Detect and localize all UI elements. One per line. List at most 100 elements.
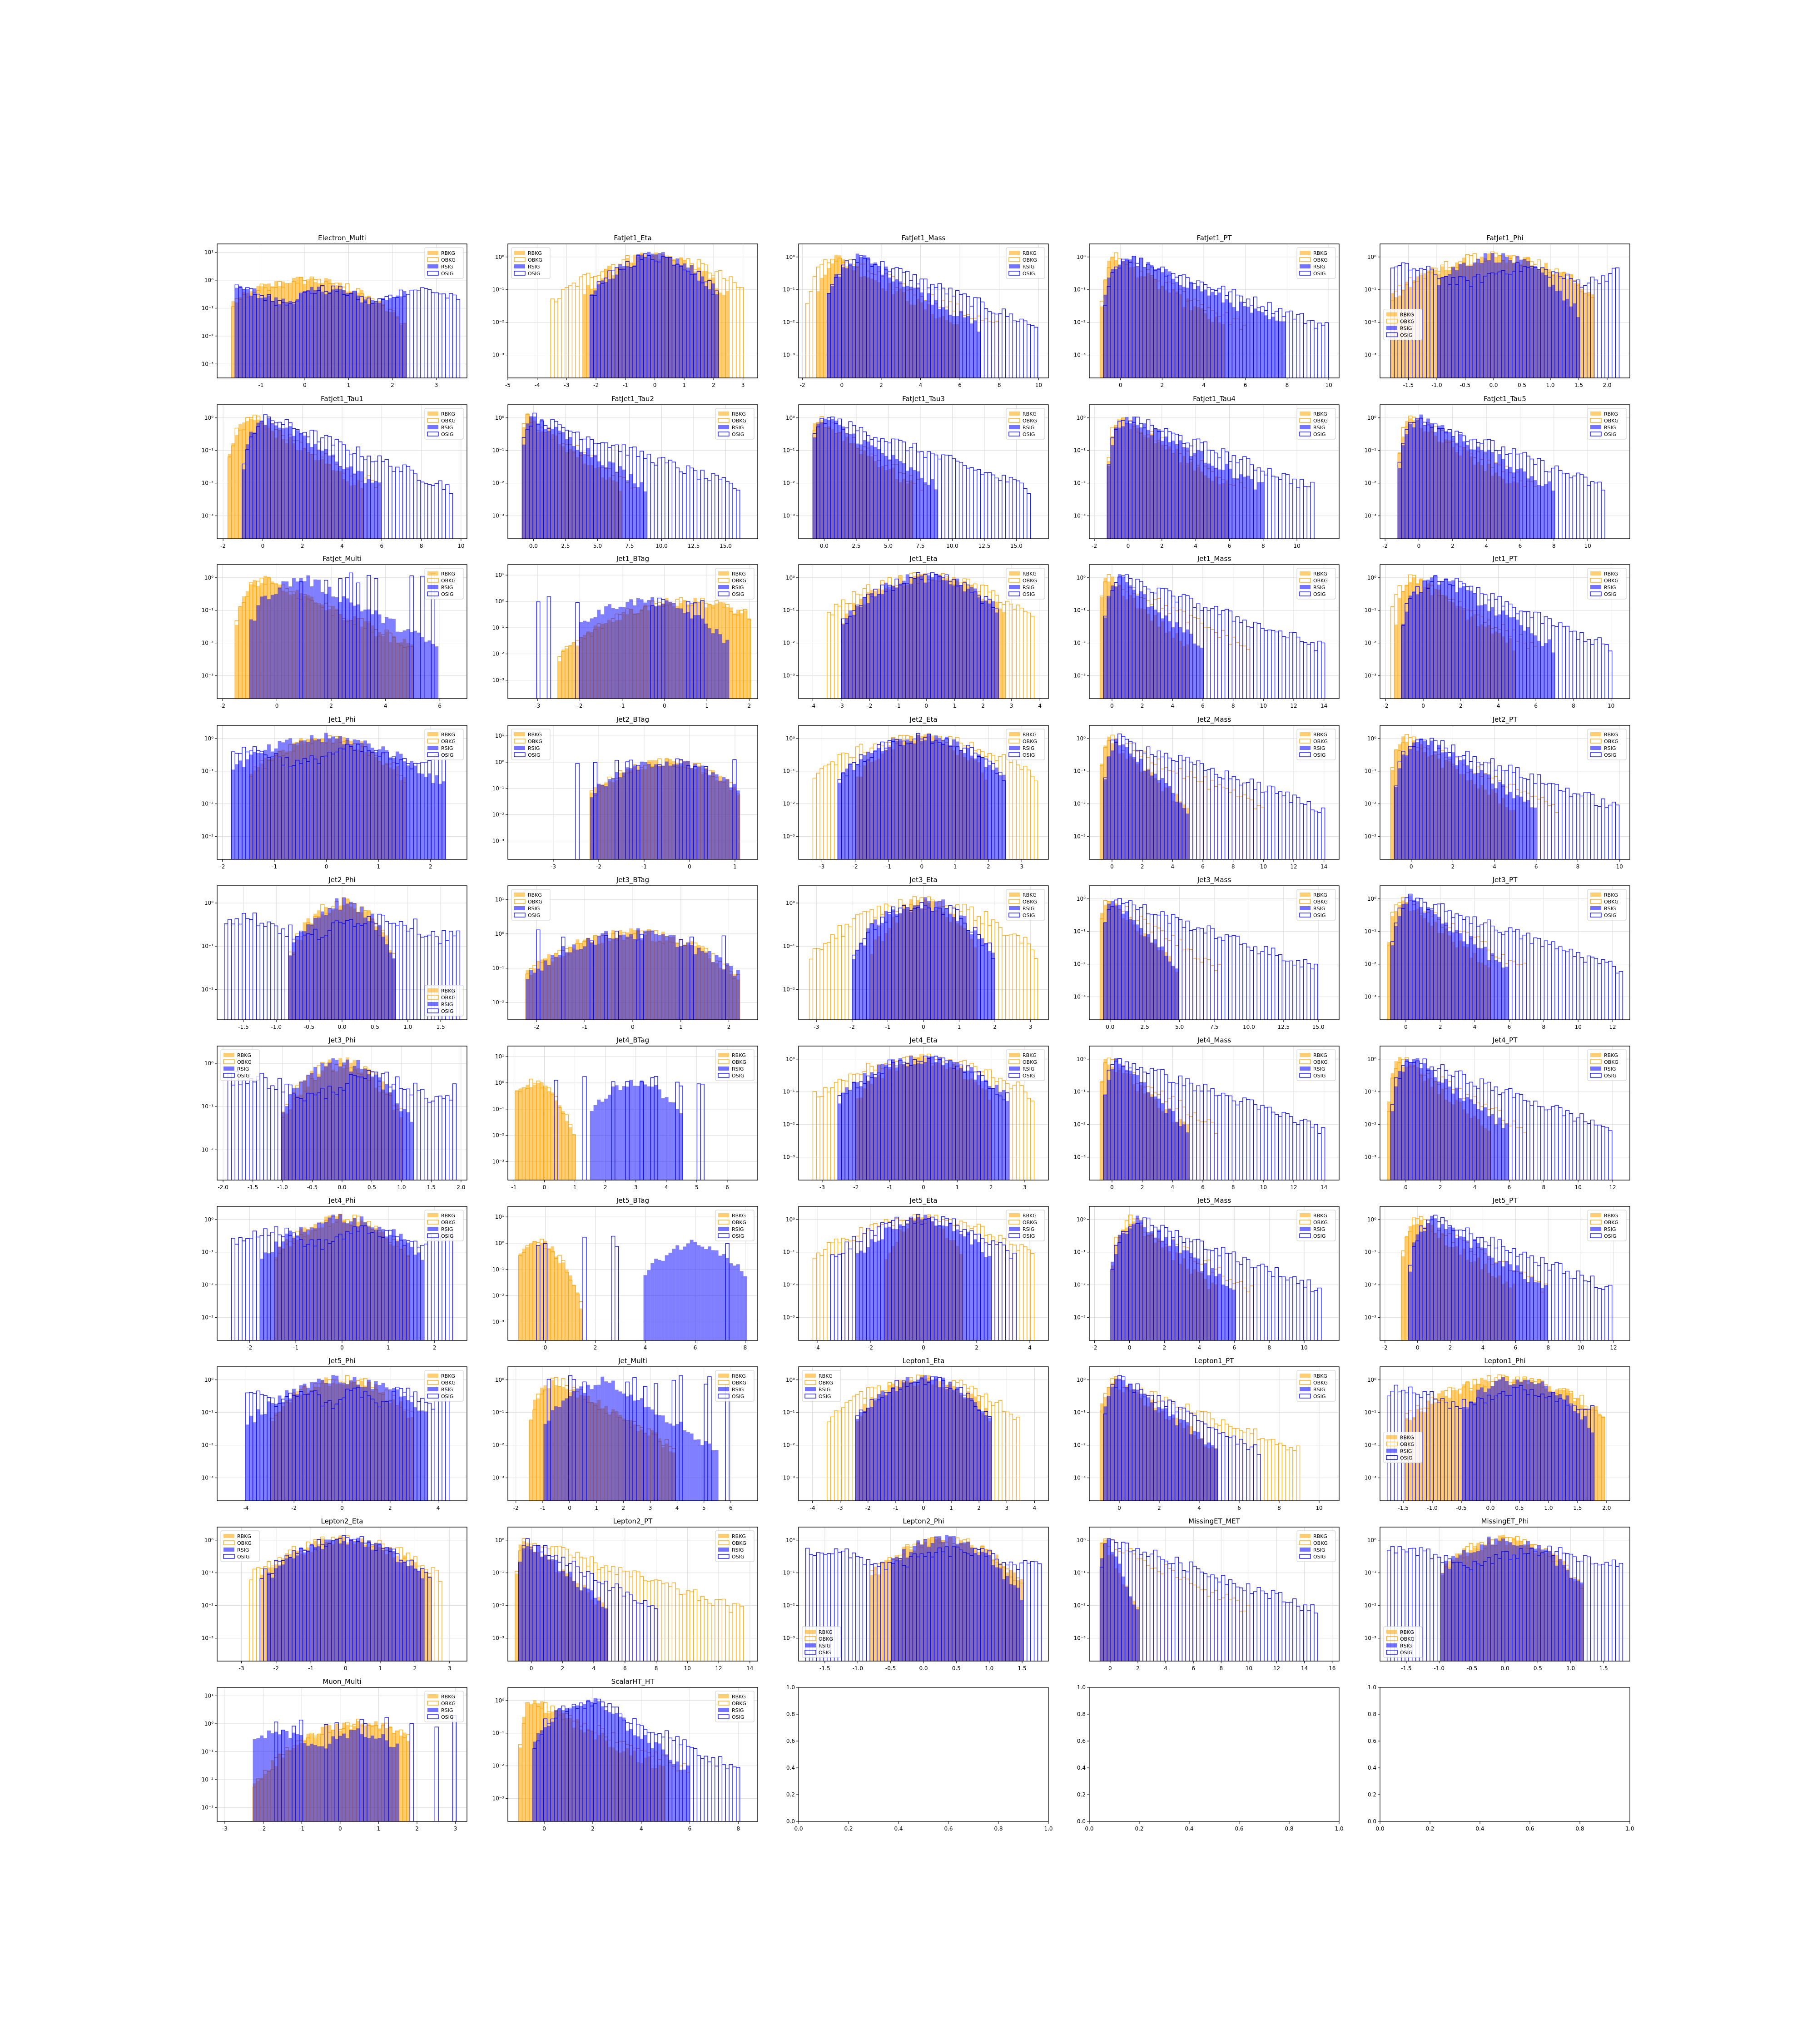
- hist-bar-rbkg: [998, 608, 1002, 699]
- hist-bar-rsig: [1253, 489, 1257, 539]
- hist-bar-rsig: [640, 1080, 644, 1180]
- hist-bar-rsig: [722, 1254, 726, 1340]
- x-tick-label: -2: [219, 863, 225, 870]
- hist-bar-rsig: [395, 1389, 399, 1501]
- hist-bar-rbkg: [540, 1082, 544, 1180]
- x-tick-label: 1.5: [427, 1184, 436, 1191]
- hist-bar-rsig: [693, 1242, 697, 1340]
- hist-bar-rsig: [661, 1415, 665, 1501]
- x-tick-label: -3: [819, 1184, 825, 1191]
- hist-bar-rsig: [1426, 745, 1430, 859]
- legend-swatch-rsig: [1590, 585, 1601, 589]
- subplot-31: 0 2 4 6 810⁻³10⁻²10⁻¹10⁰10¹Jet5_BTagRBKGOBKG…: [492, 1196, 758, 1351]
- y-tick-label: 10⁰: [495, 759, 504, 765]
- subplot-14: -2 0 2 4 6 8 1010⁻³10⁻²10⁻¹10⁰Jet1_PTRBKGOBKGR…: [1365, 555, 1630, 709]
- hist-bar-rsig: [672, 1425, 676, 1501]
- hist-bar-rsig: [1551, 491, 1555, 539]
- x-tick-label: 0: [920, 863, 924, 870]
- legend-swatch-rbkg: [1009, 1053, 1020, 1057]
- x-tick-label: 0: [340, 1505, 344, 1511]
- hist-bar-rsig: [899, 1224, 902, 1340]
- hist-bar-rsig: [1501, 459, 1505, 539]
- hist-bar-rsig: [963, 916, 967, 1020]
- hist-bar-rsig: [977, 754, 981, 859]
- x-tick-label: 1.5: [1574, 382, 1583, 388]
- hist-bar-rsig: [1139, 427, 1143, 539]
- hist-bar-rsig: [1465, 765, 1469, 859]
- x-tick-label: 1.5: [437, 1024, 445, 1030]
- hist-bar-rsig: [349, 902, 353, 1020]
- hist-bar-rsig: [1114, 739, 1118, 859]
- legend-box: [424, 1210, 464, 1241]
- hist-bar-rsig: [1430, 423, 1434, 539]
- hist-bar-rbkg: [561, 1262, 565, 1340]
- y-tick-label: 10⁻²: [492, 1442, 505, 1449]
- x-tick-label: 8: [744, 1344, 747, 1351]
- hist-bar-rsig: [1153, 610, 1157, 699]
- legend-label: RSIG: [1604, 425, 1616, 431]
- hist-bar-rsig: [838, 1103, 842, 1180]
- hist-bar-rsig: [1275, 320, 1279, 378]
- hist-bar-rsig: [930, 741, 934, 859]
- legend-box: [1296, 1049, 1336, 1081]
- legend-label: RSIG: [441, 1002, 453, 1007]
- hist-bar-rsig: [1462, 441, 1466, 539]
- hist-bar-rsig: [715, 774, 719, 859]
- legend-label: OBKG: [1023, 418, 1037, 424]
- x-tick-label: 6: [1244, 382, 1247, 388]
- hist-bar-rsig: [1426, 580, 1430, 699]
- hist-bar-rsig: [984, 767, 988, 859]
- hist-bar-rsig: [916, 576, 920, 699]
- hist-bar-rsig: [1394, 1086, 1398, 1180]
- legend-label: RSIG: [1604, 585, 1616, 590]
- legend-swatch-rsig: [223, 1067, 234, 1071]
- subplot-12: -4 -3 -2 -1 0 1 2 3 410⁻³10⁻²10⁻¹10⁰Jet1_EtaRBKG…: [783, 555, 1049, 709]
- legend-label: RBKG: [1400, 1435, 1414, 1441]
- hist-bar-rsig: [1186, 629, 1189, 699]
- hist-bar-rsig: [725, 1258, 730, 1340]
- hist-bar-rsig: [1415, 1058, 1420, 1180]
- hist-bar-rbkg: [1458, 1394, 1462, 1501]
- hist-bar-rsig: [306, 290, 310, 378]
- hist-bar-rbkg: [572, 1285, 576, 1340]
- hist-bar-rsig: [1533, 1384, 1537, 1501]
- hist-bar-rsig: [313, 444, 317, 539]
- hist-bar-rsig: [959, 1068, 963, 1180]
- hist-bar-rsig: [385, 1387, 389, 1501]
- legend-box: [1587, 408, 1627, 440]
- hist-bar-rsig: [920, 292, 923, 378]
- hist-bar-rsig: [413, 630, 417, 699]
- hist-bar-rsig: [356, 1384, 360, 1501]
- hist-bar-rsig: [1167, 1416, 1172, 1501]
- hist-bar-rsig: [977, 332, 981, 378]
- hist-bar-rsig: [601, 1376, 605, 1501]
- hist-bar-rbkg: [543, 1240, 547, 1340]
- legend-label: OSIG: [732, 1073, 744, 1079]
- y-tick-label: 10⁰: [204, 1060, 213, 1067]
- legend-label: RSIG: [732, 1226, 744, 1232]
- hist-step-osig: [1390, 893, 1623, 1020]
- hist-bar-rsig: [1419, 907, 1423, 1020]
- legend-swatch-rbkg: [1300, 1053, 1311, 1057]
- hist-bar-rsig: [1236, 478, 1239, 539]
- hist-bar-rsig: [1186, 814, 1189, 859]
- hist-bar-rsig: [385, 750, 389, 859]
- legend-label: RSIG: [528, 906, 540, 912]
- hist-bar-rsig: [399, 296, 403, 378]
- subplot-title: FatJet1_Tau2: [611, 395, 654, 403]
- hist-bar-rsig: [324, 1222, 328, 1340]
- hist-bar-rsig: [1540, 645, 1544, 699]
- hist-bar-rsig: [841, 1092, 845, 1180]
- y-tick-label: 10⁻¹: [202, 1249, 214, 1255]
- hist-bar-rsig: [235, 764, 239, 859]
- hist-bar-rsig: [658, 766, 661, 859]
- hist-bar-rsig: [1448, 1086, 1452, 1180]
- x-tick-label: 2: [727, 1024, 731, 1030]
- hist-bar-rsig: [1175, 1122, 1179, 1180]
- hist-bar-rsig: [1146, 934, 1150, 1020]
- hist-bar-rsig: [249, 432, 253, 539]
- legend-label: OBKG: [528, 739, 542, 744]
